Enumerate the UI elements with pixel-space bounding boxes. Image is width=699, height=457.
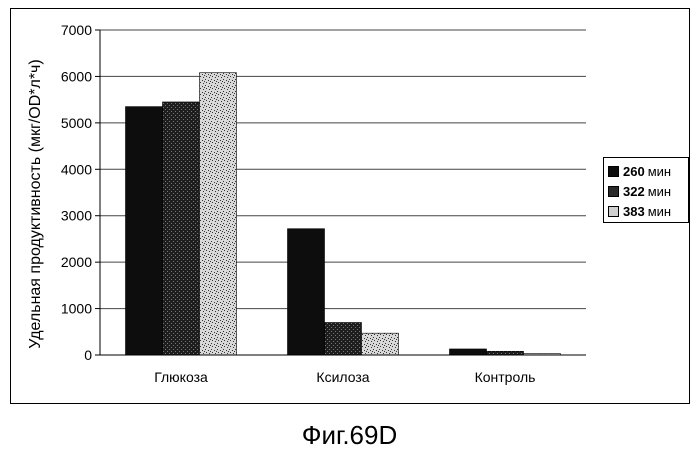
y-tick-label: 2000 bbox=[61, 254, 92, 270]
legend-swatch bbox=[608, 186, 619, 197]
y-tick-labels: 0 1000 2000 3000 4000 5000 6000 7000 bbox=[61, 22, 100, 363]
y-tick-label: 6000 bbox=[61, 68, 92, 84]
legend-series-name: 383 bbox=[623, 204, 645, 219]
legend-series-unit: мин bbox=[648, 164, 671, 179]
bar-260-2 bbox=[450, 349, 487, 355]
bar-383-1 bbox=[362, 333, 399, 355]
category-label: Глюкоза bbox=[154, 369, 208, 385]
figure-caption: Фиг.69D bbox=[0, 420, 699, 451]
y-tick-label: 4000 bbox=[61, 161, 92, 177]
legend-series-name: 322 bbox=[623, 184, 645, 199]
y-tick-label: 5000 bbox=[61, 115, 92, 131]
legend-series-name: 260 bbox=[623, 164, 645, 179]
legend-series-unit: мин bbox=[648, 184, 671, 199]
bar-chart: 0 1000 2000 3000 4000 5000 6000 7000 Глюкоза Кси… bbox=[0, 0, 699, 410]
y-tick-label: 0 bbox=[84, 347, 92, 363]
legend-item-383: 383мин bbox=[608, 201, 684, 221]
legend-series-unit: мин bbox=[648, 204, 671, 219]
bar-260-1 bbox=[288, 229, 325, 355]
bars bbox=[126, 73, 561, 355]
y-tick-label: 3000 bbox=[61, 208, 92, 224]
legend: 260мин322мин383мин bbox=[603, 157, 689, 223]
category-label: Ксилоза bbox=[316, 369, 369, 385]
y-tick-label: 1000 bbox=[61, 301, 92, 317]
y-tick-label: 7000 bbox=[61, 22, 92, 38]
legend-item-322: 322мин bbox=[608, 181, 684, 201]
bar-383-0 bbox=[200, 73, 237, 355]
legend-swatch bbox=[608, 206, 619, 217]
bar-322-1 bbox=[325, 323, 362, 356]
category-labels: Глюкоза Ксилоза Контроль bbox=[154, 369, 535, 385]
category-label: Контроль bbox=[475, 369, 536, 385]
bar-260-0 bbox=[126, 107, 163, 355]
legend-item-260: 260мин bbox=[608, 161, 684, 181]
y-axis-label: Удельная продуктивность (мкг/OD*л*ч) bbox=[27, 59, 44, 348]
bar-322-0 bbox=[163, 102, 200, 355]
bar-322-2 bbox=[487, 351, 524, 355]
legend-swatch bbox=[608, 166, 619, 177]
